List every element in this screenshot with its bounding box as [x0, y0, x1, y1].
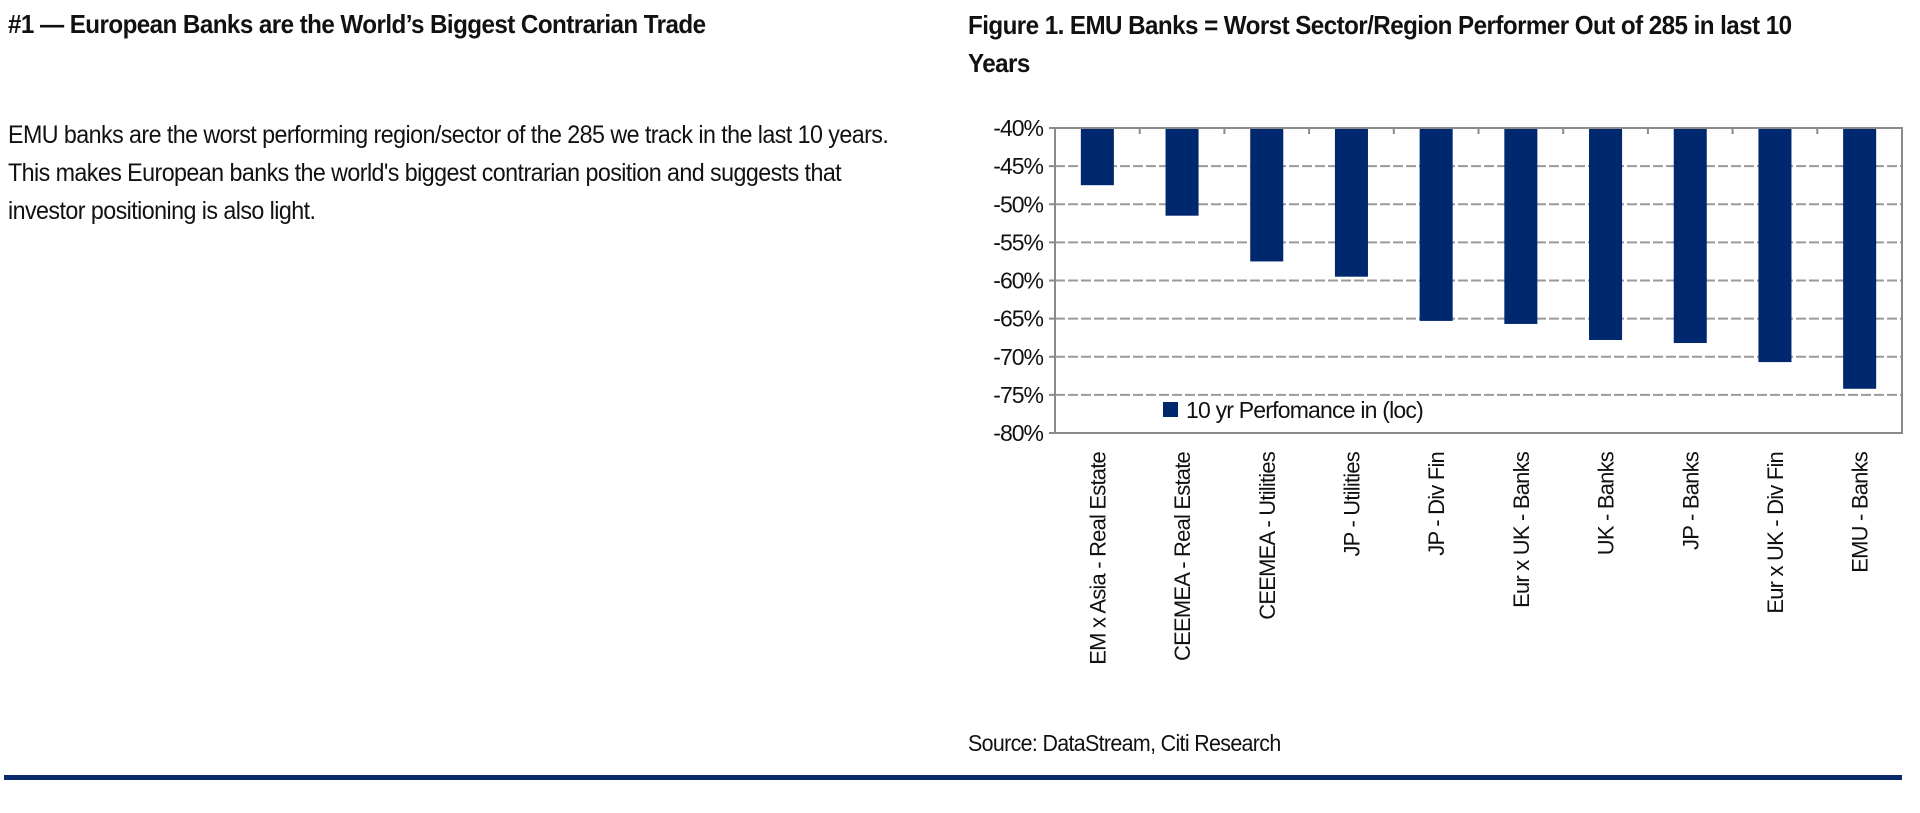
y-tick-label: -45%	[993, 153, 1043, 179]
section-heading: #1 — European Banks are the World’s Bigg…	[8, 9, 706, 39]
y-tick-label: -65%	[993, 306, 1043, 332]
x-category-label: Eur x UK - Banks	[1509, 451, 1534, 608]
bar	[1673, 128, 1707, 344]
bar	[1419, 128, 1453, 321]
x-category-label: EM x Asia - Real Estate	[1085, 451, 1110, 664]
x-category-label: JP - Banks	[1678, 451, 1703, 550]
y-tick-label: -40%	[993, 115, 1043, 141]
bar	[1080, 128, 1114, 186]
left-column: #1 — European Banks are the World’s Bigg…	[8, 6, 948, 225]
y-tick-label: -55%	[993, 229, 1043, 255]
legend: 10 yr Perfomance in (loc)	[1163, 397, 1424, 423]
figure-title: Figure 1. EMU Banks = Worst Sector/Regio…	[968, 10, 1792, 78]
y-tick-label: -75%	[993, 382, 1043, 408]
x-category-label: Eur x UK - Div Fin	[1763, 452, 1788, 614]
bar	[1504, 128, 1538, 324]
y-tick-label: -70%	[993, 344, 1043, 370]
legend-label: 10 yr Perfomance in (loc)	[1186, 397, 1423, 423]
bar	[1758, 128, 1792, 363]
bar	[1334, 128, 1368, 277]
x-category-label: EMU - Banks	[1848, 451, 1873, 573]
x-category-label: JP - Utilities	[1339, 451, 1364, 556]
figure-source: Source: DataStream, Citi Research	[968, 730, 1281, 756]
legend-swatch	[1163, 402, 1178, 417]
bar	[1250, 128, 1284, 262]
x-axis-labels: EM x Asia - Real Estate CEEMEA - Real Est…	[1085, 451, 1872, 664]
x-category-label: CEEMEA - Utilities	[1255, 451, 1280, 620]
y-axis-ticks: -40% -45% -50% -55% -60% -65% -70% -75% -80%	[993, 115, 1055, 446]
x-category-label: CEEMEA - Real Estate	[1170, 451, 1195, 661]
y-tick-label: -50%	[993, 191, 1043, 217]
bar	[1165, 128, 1199, 216]
bar	[1589, 128, 1623, 340]
body-paragraph: EMU banks are the worst performing regio…	[8, 121, 889, 225]
y-tick-label: -80%	[993, 420, 1043, 446]
y-tick-label: -60%	[993, 268, 1043, 294]
bar	[1843, 128, 1877, 389]
x-category-label: UK - Banks	[1594, 451, 1619, 555]
x-category-label: JP - Div Fin	[1424, 452, 1449, 556]
section-divider	[4, 775, 1902, 780]
bars	[1080, 128, 1877, 389]
